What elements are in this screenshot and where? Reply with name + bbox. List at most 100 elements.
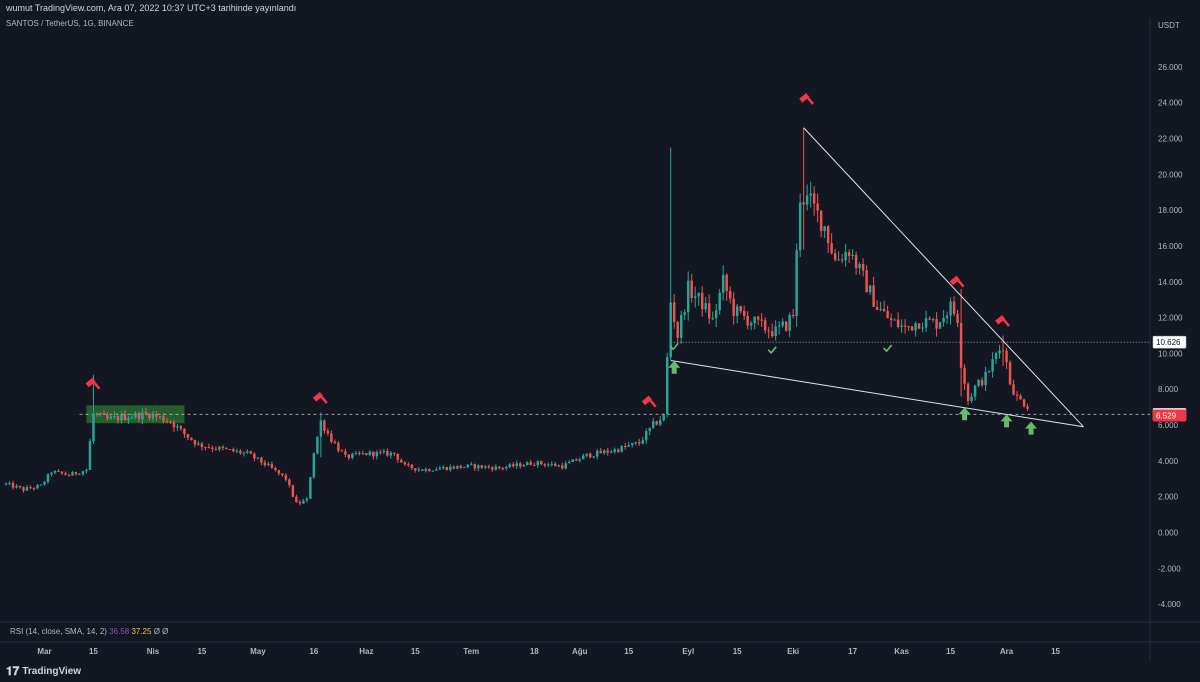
candle-body: [833, 253, 837, 260]
candle-body: [945, 315, 949, 318]
candle-body: [693, 296, 697, 298]
y-tick-label: 14.000: [1158, 278, 1183, 287]
candle-body: [99, 413, 102, 415]
candle-body: [414, 468, 417, 471]
candle-body: [938, 322, 942, 329]
candle-body: [1015, 394, 1019, 396]
candle-body: [777, 325, 781, 327]
candle-body: [15, 485, 18, 488]
candle-body: [204, 447, 207, 449]
candle-body: [973, 385, 977, 397]
rsi-legend[interactable]: RSI (14, close, SMA, 14, 2) 36.58 37.25 …: [10, 627, 168, 636]
candle-body: [858, 263, 861, 269]
y-tick-label: 22.000: [1158, 134, 1183, 143]
y-tick-label: 8.000: [1158, 385, 1179, 394]
candle-body: [501, 468, 505, 470]
candle-body: [830, 243, 833, 254]
candle-body: [386, 451, 389, 456]
candle-body: [533, 464, 536, 466]
candle-body: [162, 416, 165, 422]
x-tick-label: 15: [411, 647, 420, 656]
candle-body: [85, 469, 88, 472]
candle-body: [242, 452, 246, 454]
time-axis[interactable]: Mar 15 Nis 15 May 16 Haz 15 Tem 18 Ağu 15 Eyl 15 Eki 17…: [37, 647, 1060, 656]
candle-body: [36, 485, 39, 489]
candle-body: [896, 319, 900, 328]
candle-body: [249, 451, 253, 454]
candle-body: [837, 259, 840, 261]
x-tick-label: Ara: [1000, 647, 1014, 656]
candle-body: [603, 450, 606, 454]
x-tick-label: Ağu: [572, 647, 588, 656]
candle-body: [742, 311, 746, 316]
x-tick-label: Nis: [147, 647, 160, 656]
hammer-sell-icon: [949, 275, 965, 288]
candle-body: [617, 449, 620, 452]
candle-body: [148, 413, 151, 419]
tradingview-logo-icon: 𝟏𝟕: [6, 664, 20, 678]
candle-body: [882, 309, 886, 312]
candle-body: [746, 315, 749, 326]
hammer-handle: [320, 396, 328, 404]
candle-body: [851, 254, 854, 256]
candle-body: [872, 285, 875, 307]
candle-body: [256, 457, 260, 459]
currency-label[interactable]: USDT: [1158, 21, 1180, 30]
chart-annotations-front: [85, 92, 1084, 435]
candle-body: [519, 463, 522, 467]
candle-body: [662, 414, 665, 421]
candle-body: [396, 453, 400, 460]
candle-body: [669, 302, 672, 358]
candle-body: [263, 462, 267, 466]
candle-body: [428, 469, 431, 472]
x-tick-label: 15: [946, 647, 955, 656]
x-tick-label: 16: [309, 647, 318, 656]
candle-body: [183, 428, 186, 435]
candle-body: [186, 434, 190, 438]
candle-body: [442, 467, 445, 469]
candle-body: [690, 280, 693, 298]
candle-body: [529, 462, 532, 465]
tradingview-logo[interactable]: 𝟏𝟕 TradingView: [6, 664, 81, 679]
candle-body: [1019, 395, 1022, 400]
x-tick-label: 15: [733, 647, 742, 656]
candle-body: [456, 465, 459, 469]
candle-body: [1012, 384, 1015, 395]
candle-body: [547, 464, 550, 466]
candle-body: [109, 416, 113, 419]
candle-body: [641, 440, 644, 444]
candle-body: [784, 321, 788, 331]
candle-body: [78, 474, 81, 476]
candle-body: [575, 459, 578, 461]
candle-body: [868, 285, 872, 293]
publish-header: wumut TradingView.com, Ara 07, 2022 10:3…: [0, 0, 1200, 18]
candle-body: [232, 449, 235, 452]
candle-body: [826, 226, 830, 244]
candle-body: [732, 298, 735, 317]
candle-body: [123, 414, 127, 421]
y-tick-label: 2.000: [1158, 493, 1179, 502]
rsi-label: RSI (14, close, SMA, 14, 2): [10, 627, 107, 636]
candle-body: [624, 445, 627, 447]
hammer-handle: [1002, 319, 1010, 327]
candle-body: [942, 317, 945, 323]
candle-body: [1026, 406, 1029, 409]
candle-body: [11, 483, 15, 488]
hammer-head: [995, 315, 1006, 325]
candle-body: [169, 421, 172, 423]
symbol-title[interactable]: SANTOS / TetherUS, 1G, BINANCE: [6, 19, 134, 28]
candle-body: [43, 481, 46, 485]
candle-body: [375, 451, 379, 457]
candle-body: [214, 448, 218, 450]
candle-body: [805, 195, 809, 205]
candle-body: [599, 450, 602, 454]
candle-body: [281, 473, 284, 476]
candlestick-series: [4, 127, 1029, 506]
candle-body: [165, 421, 169, 423]
candle-body: [781, 321, 784, 326]
candle-body: [767, 330, 770, 332]
price-axis[interactable]: 26.000 24.000 22.000 20.000 18.000 16.000 14.0…: [1158, 63, 1183, 609]
hammer-sell-icon: [312, 392, 328, 404]
candle-body: [540, 461, 543, 465]
